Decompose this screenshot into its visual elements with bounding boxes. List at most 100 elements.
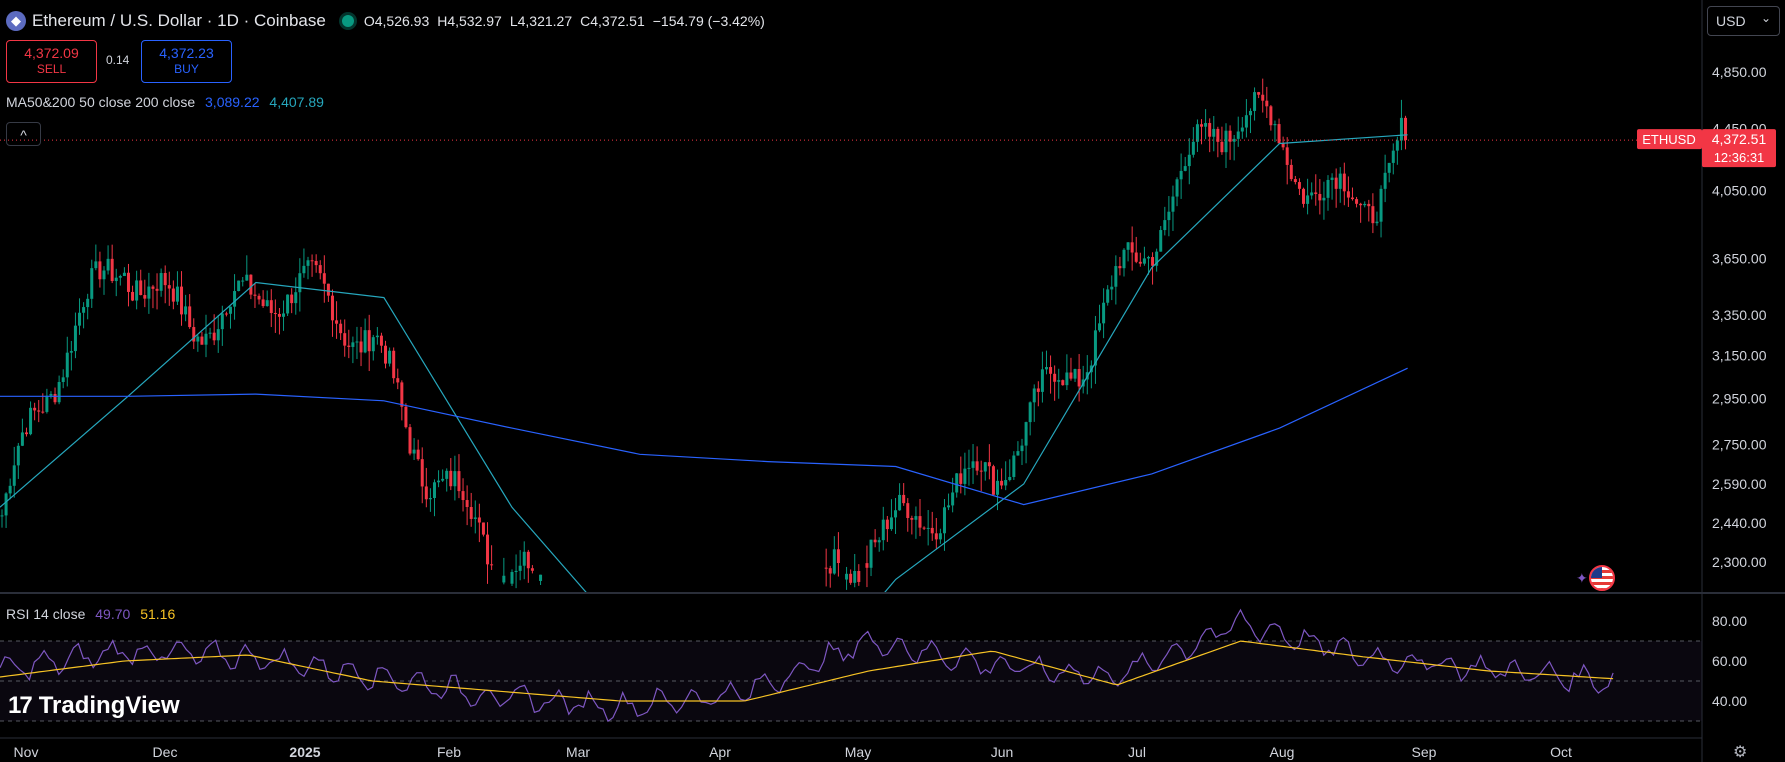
candle-body[interactable] [510,572,514,584]
candle-body[interactable] [1383,172,1387,189]
candle-body[interactable] [253,294,257,296]
candle-body[interactable] [1285,147,1289,165]
candle-body[interactable] [1012,455,1016,477]
candle-body[interactable] [877,540,881,543]
candle-body[interactable] [1334,177,1338,189]
candle-body[interactable] [1020,445,1024,452]
candle-body[interactable] [1208,123,1212,137]
candle-body[interactable] [1187,154,1191,167]
candle-body[interactable] [836,549,840,564]
candle-body[interactable] [1277,124,1281,144]
candle-body[interactable] [1253,92,1257,111]
candle-body[interactable] [824,567,828,569]
candle-body[interactable] [1289,164,1293,180]
candle-body[interactable] [1102,302,1106,324]
candle-body[interactable] [1367,203,1371,207]
candle-body[interactable] [1302,188,1306,204]
candle-body[interactable] [379,335,383,346]
candle-body[interactable] [1049,367,1053,374]
candle-body[interactable] [934,533,938,540]
candle-body[interactable] [151,286,155,289]
candle-body[interactable] [424,486,428,500]
candle-body[interactable] [963,468,967,484]
candle-body[interactable] [224,313,228,315]
candle-body[interactable] [61,377,65,383]
candle-body[interactable] [942,507,946,534]
candle-body[interactable] [359,341,363,353]
candle-body[interactable] [1159,230,1163,252]
candle-body[interactable] [1244,115,1248,128]
candle-body[interactable] [118,276,122,278]
candle-body[interactable] [245,274,249,281]
candle-body[interactable] [0,515,4,517]
candle-body[interactable] [1228,130,1232,142]
candle-body[interactable] [237,280,241,292]
candle-body[interactable] [894,510,898,518]
candle-body[interactable] [163,273,167,286]
candle-body[interactable] [457,471,461,492]
candle-body[interactable] [4,493,8,516]
candle-body[interactable] [294,292,298,304]
candle-body[interactable] [351,342,355,347]
candle-body[interactable] [1404,117,1408,141]
candle-body[interactable] [1183,166,1187,171]
candle-body[interactable] [175,286,179,302]
candle-body[interactable] [1106,289,1110,303]
candle-body[interactable] [1044,367,1048,370]
candle-body[interactable] [167,285,171,289]
candle-body[interactable] [865,563,869,568]
price-pane[interactable] [0,78,1702,731]
candle-body[interactable] [955,473,959,493]
candle-body[interactable] [298,273,302,293]
candle-body[interactable] [1379,188,1383,222]
candle-body[interactable] [355,341,359,343]
candle-body[interactable] [918,516,922,528]
rsi-legend[interactable]: RSI 14 close 49.70 51.16 [6,606,181,622]
candle-body[interactable] [526,551,530,569]
candle-body[interactable] [1261,94,1265,101]
candle-body[interactable] [1040,369,1044,392]
currency-select[interactable]: USD ⌄ [1707,6,1780,36]
settings-icon[interactable]: ⚙ [1733,744,1748,761]
candle-body[interactable] [420,459,424,487]
candle-body[interactable] [57,382,61,403]
candle-body[interactable] [906,503,910,518]
candle-body[interactable] [24,432,28,435]
candle-body[interactable] [114,277,118,282]
candle-body[interactable] [29,407,33,435]
candle-body[interactable] [1122,249,1126,269]
candle-body[interactable] [1069,372,1073,379]
candle-body[interactable] [930,527,934,534]
candle-body[interactable] [1028,402,1032,423]
candle-body[interactable] [987,462,991,467]
candle-body[interactable] [869,539,873,568]
candle-body[interactable] [49,393,53,396]
candle-body[interactable] [530,568,534,571]
candle-body[interactable] [269,300,273,313]
candle-body[interactable] [257,295,261,300]
candle-body[interactable] [371,337,375,352]
candle-body[interactable] [1371,206,1375,224]
candle-body[interactable] [832,549,836,574]
candle-body[interactable] [1175,179,1179,197]
candle-body[interactable] [1073,369,1077,379]
candle-body[interactable] [1248,110,1252,116]
candle-body[interactable] [441,478,445,481]
candle-body[interactable] [188,306,192,328]
candle-body[interactable] [490,564,494,566]
candle-body[interactable] [898,494,902,511]
collapse-legend-button[interactable]: ^ [6,122,41,146]
candle-body[interactable] [65,352,69,378]
candle-body[interactable] [1224,130,1228,153]
candle-body[interactable] [135,280,139,301]
candle-body[interactable] [69,351,73,353]
candle-body[interactable] [363,330,367,353]
candle-body[interactable] [94,261,98,269]
candle-body[interactable] [1163,220,1167,231]
candle-body[interactable] [1387,162,1391,173]
candle-body[interactable] [16,445,20,466]
candle-body[interactable] [216,329,220,341]
candle-body[interactable] [204,333,208,345]
candle-body[interactable] [437,480,441,483]
candle-body[interactable] [45,395,49,412]
